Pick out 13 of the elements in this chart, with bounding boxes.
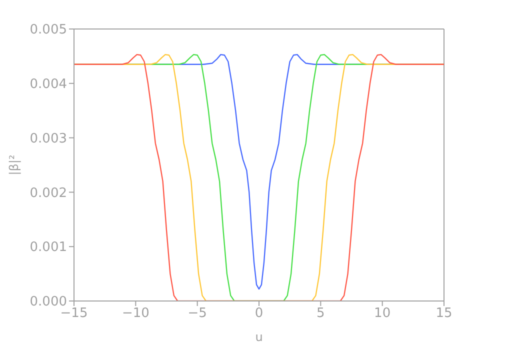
x-tick-label: 0 [254, 306, 264, 322]
y-tick-label: 0.002 [30, 186, 67, 201]
y-tick-label: 0.001 [30, 240, 67, 256]
y-tick-label: 0.005 [30, 22, 67, 38]
x-axis-title: u [255, 330, 263, 344]
y-tick-label: 0.003 [30, 131, 67, 146]
x-tick-label: −5 [188, 306, 207, 322]
y-tick-label: 0.004 [30, 77, 67, 92]
x-tick-label: −10 [122, 306, 150, 322]
x-tick-label: 5 [316, 306, 325, 322]
x-tick-label: 10 [374, 306, 391, 322]
y-axis-title: |β|² [7, 154, 21, 176]
x-tick-label: 15 [436, 306, 452, 322]
